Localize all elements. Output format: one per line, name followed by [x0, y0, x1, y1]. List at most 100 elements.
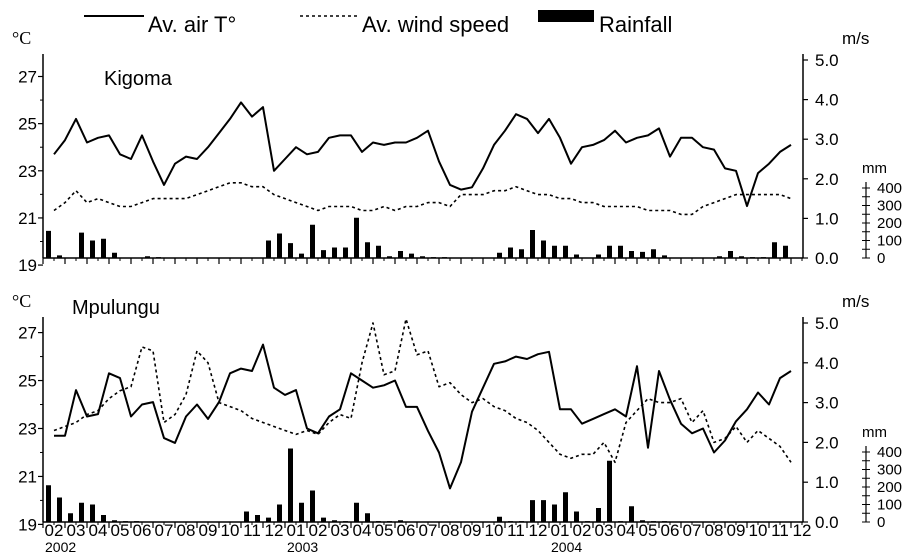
y-right-tick-label: 2.0: [815, 433, 839, 452]
wind-speed-line: [53, 182, 792, 216]
x-tick-label-month: 06: [133, 521, 152, 540]
y-right-unit-label: m/s: [842, 29, 869, 48]
rainfall-bar: [519, 249, 524, 258]
y-right-tick-label: 4.0: [815, 91, 839, 110]
rainfall-bar: [508, 247, 513, 258]
rainfall-bar: [607, 460, 612, 522]
rainfall-bar: [409, 253, 414, 258]
legend: Av. air T° Av. wind speed Rainfall: [84, 10, 672, 37]
x-tick-label-month: 11: [507, 521, 525, 540]
rainfall-bar: [376, 521, 381, 523]
rain-tick-label: 100: [877, 233, 902, 250]
rainfall-bar: [530, 500, 535, 522]
rainfall-bar: [321, 250, 326, 258]
rainfall-bar: [255, 515, 260, 522]
rainfall-bar: [662, 255, 667, 258]
rain-tick-label: 0: [877, 514, 885, 531]
rainfall-bar: [277, 504, 282, 522]
rainfall-bar: [574, 254, 579, 258]
y-right-tick-label: 2.0: [815, 170, 839, 189]
rainfall-bar: [376, 245, 381, 258]
rain-tick-label: 400: [877, 180, 902, 197]
panel-title: Mpulungu: [72, 297, 160, 319]
rainfall-bar: [79, 502, 84, 522]
rainfall-bar: [607, 245, 612, 258]
rainfall-bar: [112, 520, 117, 522]
rainfall-bar: [508, 521, 513, 523]
rain-tick-label: 0: [877, 250, 885, 267]
rainfall-bar: [541, 500, 546, 522]
rainfall-bar: [772, 242, 777, 258]
rainfall-bar: [519, 521, 524, 523]
rainfall-bar: [585, 521, 590, 523]
y-left-unit-label: °C: [12, 28, 31, 48]
x-tick-label-month: 10: [221, 521, 240, 540]
air-temperature-line: [54, 343, 792, 490]
rainfall-bar: [497, 252, 502, 258]
panel-mpulungu: °C 19 21 23 25 27 m/s 0.0 1.0 2.0 3.0 4.0 5.0 mm 01002…: [12, 291, 902, 534]
rainfall-bar: [574, 511, 579, 522]
rainfall-bar: [629, 506, 634, 522]
rainfall-bar: [57, 255, 62, 258]
legend-wind-label: Av. wind speed: [362, 12, 509, 37]
x-tick-label-month: 09: [463, 521, 482, 540]
y-left-tick-label: 23: [18, 162, 37, 181]
rainfall-bar: [497, 516, 502, 522]
x-tick-label-month: 10: [485, 521, 504, 540]
y-right-unit-label: m/s: [842, 292, 869, 311]
x-tick-label-month: 04: [89, 521, 108, 540]
x-tick-label-month: 03: [595, 521, 614, 540]
rainfall-bar: [563, 492, 568, 522]
y-left-tick-label: 21: [18, 209, 37, 228]
x-tick-label-month: 06: [397, 521, 416, 540]
rainfall-bar: [651, 249, 656, 258]
rainfall-bar: [310, 224, 315, 258]
rainfall-bar: [57, 497, 62, 522]
rainfall-bar: [101, 515, 106, 522]
rainfall-bar: [101, 238, 106, 258]
x-year-label: 2002: [45, 539, 76, 553]
rain-tick-label: 300: [877, 198, 902, 215]
rainfall-bar: [530, 230, 535, 258]
rainfall-bar: [68, 513, 73, 522]
rainfall-bar: [640, 251, 645, 258]
rain-unit-label: mm: [862, 160, 887, 177]
x-tick-label-month: 02: [309, 521, 328, 540]
x-tick-label-month: 08: [177, 521, 196, 540]
rain-tick-label: 300: [877, 462, 902, 479]
x-tick-label-month: 01: [551, 521, 570, 540]
y-left-tick-label: 27: [18, 324, 37, 343]
panel-title: Kigoma: [104, 68, 173, 90]
x-tick-label-month: 04: [617, 521, 636, 540]
rainfall-bar: [552, 504, 557, 522]
rainfall-bar: [596, 254, 601, 258]
rainfall-bar: [750, 257, 755, 259]
rainfall-bar: [79, 232, 84, 258]
x-year-label: 2003: [287, 539, 318, 553]
x-tick-label-month: 08: [441, 521, 460, 540]
panel-kigoma: °C 19 21 23 25 27 m/s 0.0 1.0 2.0 3.0 4.0 5.0 mm 01002…: [12, 28, 902, 275]
rainfall-bar: [90, 240, 95, 258]
y-right-tick-label: 4.0: [815, 354, 839, 373]
rainfall-bar: [90, 504, 95, 522]
y-right-tick-label: 5.0: [815, 314, 839, 333]
legend-air-temp-label: Av. air T°: [148, 12, 236, 37]
rainfall-bar: [244, 511, 249, 522]
x-tick-label-month: 02: [573, 521, 592, 540]
rainfall-bar: [156, 257, 161, 259]
rainfall-bar: [134, 521, 139, 523]
x-tick-label-month: 03: [331, 521, 350, 540]
x-tick-label-month: 01: [287, 521, 306, 540]
y-left-tick-label: 25: [18, 115, 37, 134]
rainfall-bar: [332, 247, 337, 258]
y-left-tick-label: 19: [18, 256, 37, 275]
rainfall-bar: [552, 245, 557, 258]
y-right-tick-label: 3.0: [815, 130, 839, 149]
rainfall-bar: [563, 245, 568, 258]
rainfall-bar: [783, 245, 788, 258]
x-axis-labels: 02 03 04 05 06 07 08 09 10 11 12 01 02 03 04 05 06 07 08 09…: [45, 521, 812, 555]
rainfall-bar: [596, 508, 601, 522]
y-left-unit-label: °C: [12, 291, 31, 311]
